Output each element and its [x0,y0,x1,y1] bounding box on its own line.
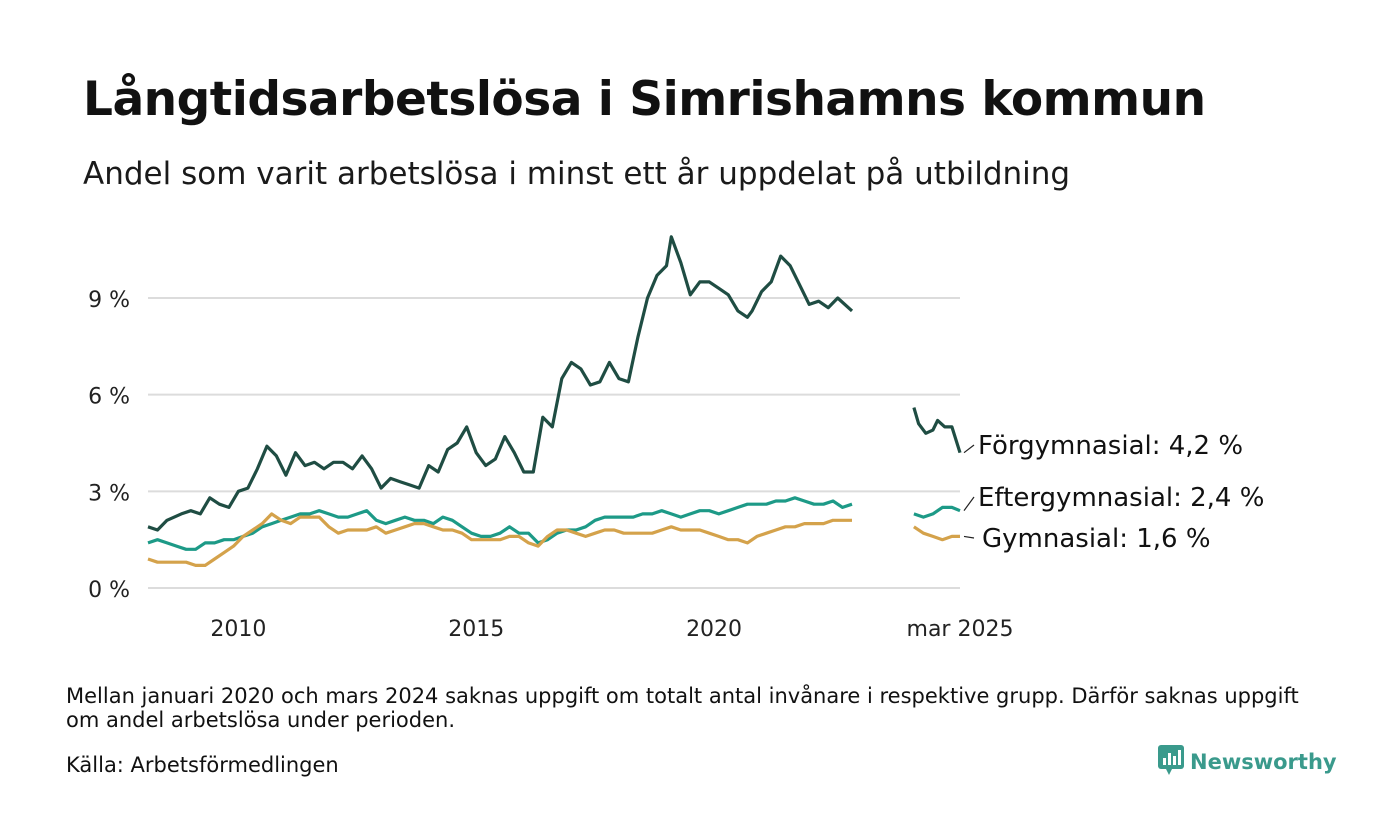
chart-subtitle: Andel som varit arbetslösa i minst ett å… [83,156,1071,192]
series-line-gymnasial [147,512,852,567]
series-line-förgymnasial [147,235,854,532]
footnote: Mellan januari 2020 och mars 2024 saknas… [66,684,1299,732]
y-tick-label: 3 % [88,481,130,506]
y-tick-label: 6 % [88,385,130,410]
label-leader [963,444,975,454]
series-label-förgymnasial: Förgymnasial: 4,2 % [978,431,1243,461]
series-line-gymnasial [913,525,960,542]
y-tick-label: 9 % [88,288,130,313]
x-tick-label: 2020 [686,617,742,642]
y-tick-label: 0 % [88,578,130,603]
x-tick-label: mar 2025 [907,617,1014,642]
line-chart: 0 % 3 % 6 % 9 % 2010 2015 2020 mar 2025 Förgym… [88,235,1264,642]
series-label-gymnasial: Gymnasial: 1,6 % [982,524,1211,554]
x-axis-ticks: 2010 2015 2020 mar 2025 [210,617,1013,642]
x-tick-label: 2015 [448,617,504,642]
x-tick-label: 2010 [210,617,266,642]
label-leader [963,496,975,512]
series-line-förgymnasial [912,407,962,454]
label-leader [963,535,975,539]
source-text: Källa: Arbetsförmedlingen [66,753,339,777]
chart-title: Långtidsarbetslösa i Simrishamns kommun [83,72,1206,127]
series-labels: Förgymnasial: 4,2 % Eftergymnasial: 2,4 %… [963,431,1264,554]
brand-logo[interactable]: Newsworthy [1158,745,1337,779]
newsworthy-logo-icon [1158,745,1184,779]
series-label-eftergymnasial: Eftergymnasial: 2,4 % [978,483,1264,513]
series-line-eftergymnasial [913,505,961,519]
y-axis-ticks: 0 % 3 % 6 % 9 % [88,288,130,603]
brand-name: Newsworthy [1190,750,1337,774]
series-line-eftergymnasial [147,496,853,551]
series-lines [147,235,962,567]
grid-lines [148,297,960,589]
